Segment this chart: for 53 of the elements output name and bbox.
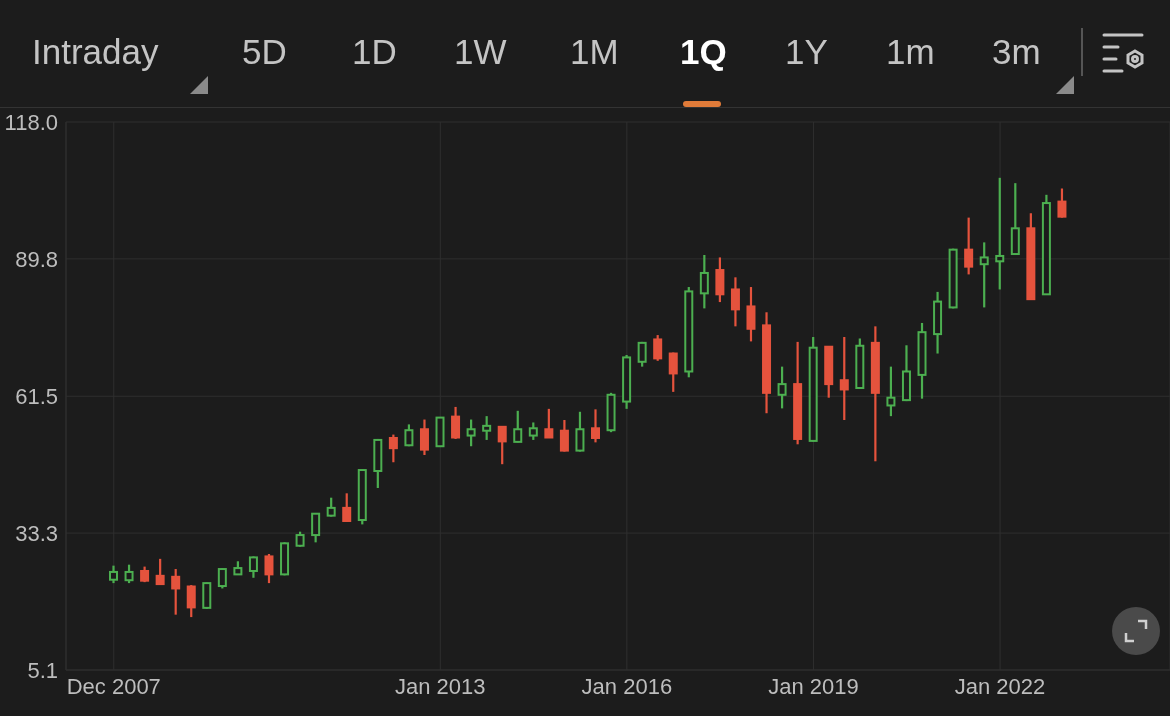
candlestick [217, 566, 227, 590]
x-tick-label: Dec 2007 [66, 673, 161, 699]
text: 3m [992, 31, 1041, 73]
x-tick-label: Jan 2016 [581, 673, 673, 699]
text: 5D [242, 31, 287, 73]
x-tick-label: Jan 2013 [395, 673, 486, 699]
candlestick [637, 340, 647, 368]
candlestick [326, 496, 336, 518]
candlestick [653, 333, 663, 362]
candlestick [497, 425, 507, 466]
candlestick [886, 365, 896, 418]
candlestick [466, 418, 476, 448]
candlestick [979, 241, 989, 309]
candlestick [668, 351, 678, 393]
candlestick [513, 409, 523, 444]
candlestick [559, 418, 569, 453]
candlestick [1057, 187, 1067, 219]
candlestick [730, 276, 740, 328]
y-tick-label: 89.8 [15, 246, 58, 272]
candlestick [124, 563, 134, 585]
candlestick [171, 567, 181, 616]
candlestick [591, 408, 600, 444]
candlestick [419, 418, 429, 457]
candlestick [311, 512, 321, 544]
candlestick [544, 407, 554, 440]
y-tick-label: 118.0 [4, 109, 58, 135]
text: 1m [886, 31, 935, 73]
candlestick [482, 415, 492, 442]
text: 1Y [785, 31, 828, 73]
text: 1W [454, 31, 507, 73]
candlestick [451, 405, 461, 441]
y-tick-label: 5.1 [27, 657, 58, 683]
candlestick [995, 176, 1005, 291]
candlestick [964, 216, 974, 276]
text: 1Q [680, 31, 727, 73]
text: 1D [352, 31, 397, 73]
y-tick-label: 61.5 [15, 384, 58, 410]
x-tick-label: Jan 2019 [768, 673, 859, 699]
candlestick [264, 552, 274, 585]
text: 1M [570, 31, 619, 73]
text: Intraday [32, 31, 159, 73]
candlestick [388, 433, 398, 464]
candlestick [186, 583, 196, 619]
candlestick [248, 555, 258, 579]
y-tick-label: 33.3 [15, 520, 58, 546]
candlestick [699, 253, 709, 310]
candlestick [777, 365, 787, 410]
candlestick [839, 335, 849, 422]
candlestick [342, 492, 352, 523]
candlestick [575, 410, 585, 453]
candlestick [746, 285, 756, 343]
candlestick [155, 557, 165, 586]
x-tick-label: Jan 2022 [954, 673, 1046, 699]
